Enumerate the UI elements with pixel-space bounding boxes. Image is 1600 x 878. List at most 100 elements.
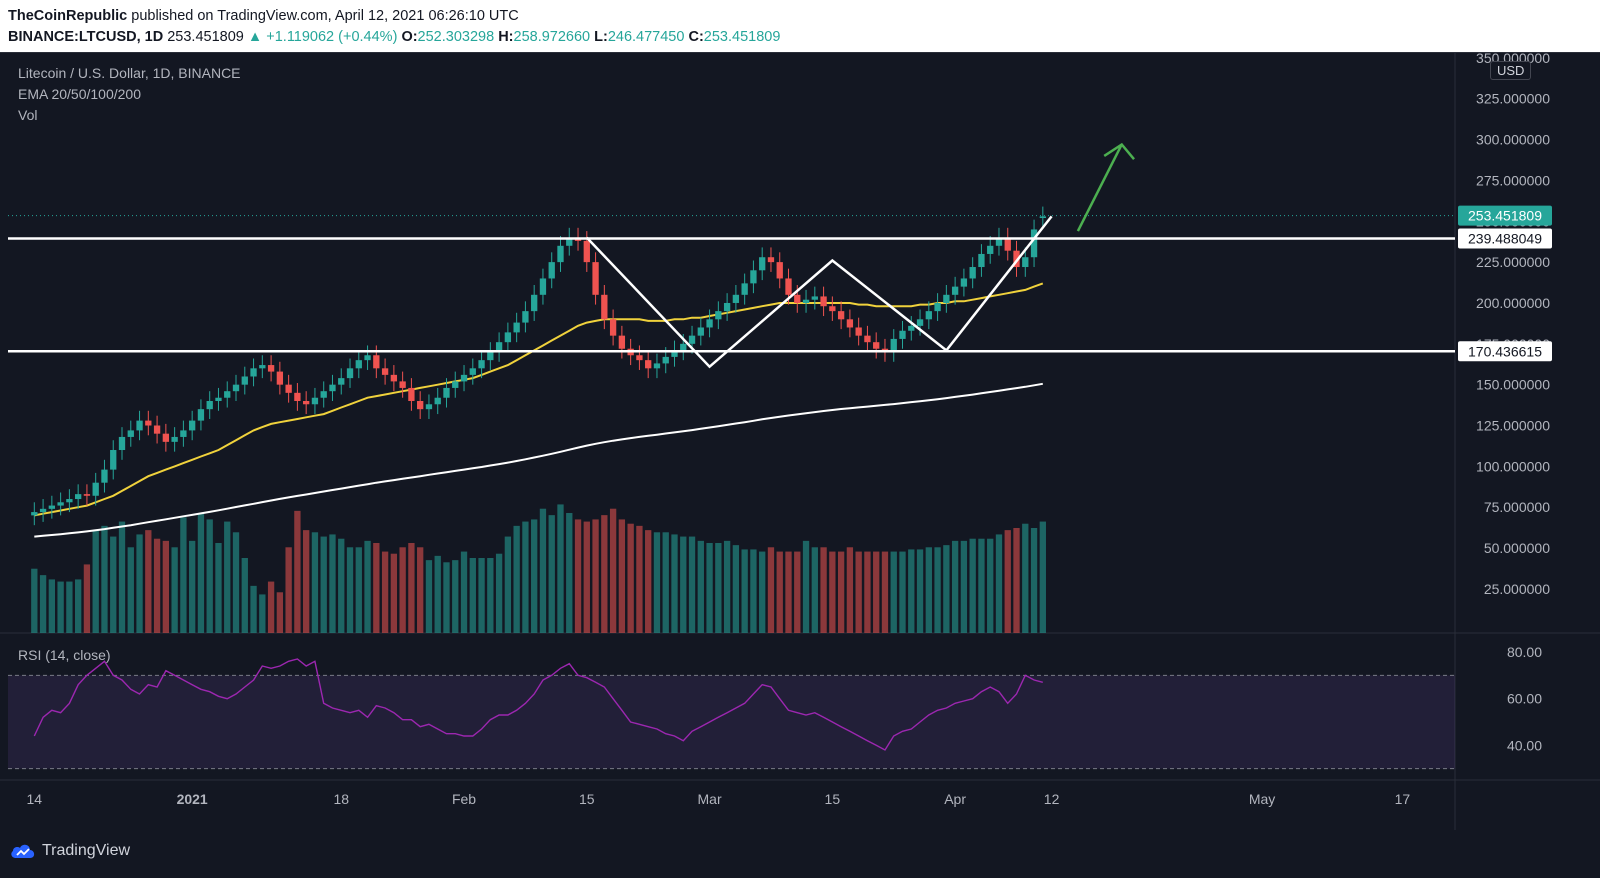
candle-body — [127, 430, 134, 437]
volume-bar — [127, 547, 134, 633]
volume-bar — [609, 508, 617, 633]
candle-body — [759, 257, 766, 271]
footer-bar: TradingView — [0, 830, 1600, 878]
candle-body — [583, 240, 590, 263]
volume-bar — [671, 534, 678, 633]
candle-body — [303, 401, 310, 405]
volume-bar — [566, 513, 573, 633]
candle-body — [469, 368, 476, 375]
volume-bar — [224, 521, 231, 633]
last-price-tag — [1458, 205, 1552, 226]
volume-bar — [110, 536, 117, 633]
volume-bar — [969, 538, 976, 633]
candle-body — [136, 420, 143, 431]
candle-body — [916, 319, 924, 326]
volume-bar — [776, 551, 783, 633]
candle-body — [802, 299, 810, 303]
candle-body — [592, 262, 599, 295]
symbol-label: BINANCE:LTCUSD, 1D — [8, 29, 164, 45]
volume-bar — [916, 549, 924, 633]
candle-body — [697, 327, 704, 336]
currency-button[interactable]: USD — [1490, 61, 1532, 80]
volume-bar — [346, 547, 354, 633]
candle-body — [653, 363, 661, 369]
volume-bar — [890, 551, 897, 633]
candle-body — [960, 278, 968, 287]
candle-body — [890, 338, 897, 352]
candle-body — [829, 306, 836, 312]
candle-body — [1030, 229, 1038, 258]
tradingview-logo[interactable]: TradingView — [10, 842, 130, 860]
volume-bar — [373, 543, 380, 633]
rsi-tick-label: 60.00 — [1507, 691, 1542, 707]
low-value: 246.477450 — [607, 29, 685, 45]
volume-bar — [399, 547, 406, 633]
volume-bar — [548, 515, 555, 633]
candle-body — [662, 356, 669, 364]
candle-body — [987, 245, 994, 254]
legend-vol[interactable]: Vol — [18, 107, 38, 123]
volume-bar — [206, 519, 213, 633]
price-tick-label: 25.000000 — [1484, 581, 1550, 597]
candle-body — [566, 237, 573, 246]
volume-bar — [715, 543, 722, 633]
price-tick-label: 50.000000 — [1484, 540, 1550, 556]
candle-body — [460, 374, 468, 382]
volume-bar — [250, 585, 257, 633]
legend-ema[interactable]: EMA 20/50/100/200 — [18, 86, 141, 102]
candle-body — [671, 350, 678, 357]
volume-bar — [987, 538, 994, 633]
candle-body — [39, 508, 47, 513]
low-label: L: — [594, 29, 608, 45]
volume-bar — [662, 532, 669, 633]
candle-body — [557, 245, 564, 263]
volume-bar — [504, 536, 512, 633]
tradingview-brand: TradingView — [42, 842, 131, 859]
volume-bar — [899, 551, 906, 633]
candle-body — [294, 392, 301, 401]
volume-bar — [259, 594, 266, 633]
candle-body — [618, 335, 626, 349]
volume-bar — [215, 543, 222, 633]
time-tick-label: 15 — [579, 791, 595, 807]
level-price-label: 239.488049 — [1468, 230, 1542, 246]
price-chart[interactable]: 350.000000325.000000300.000000275.000000… — [0, 53, 1600, 831]
volume-bar — [811, 547, 818, 633]
close-value: 253.451809 — [703, 29, 781, 45]
candle-body — [285, 384, 292, 393]
volume-bar — [680, 536, 687, 633]
publish-line: TheCoinRepublic published on TradingView… — [8, 6, 1592, 27]
candle-body — [381, 368, 389, 375]
candle-body — [609, 319, 617, 336]
legend-title[interactable]: Litecoin / U.S. Dollar, 1D, BINANCE — [18, 65, 241, 81]
volume-bar — [881, 551, 889, 633]
candle-body — [417, 401, 424, 410]
ohlc-line: BINANCE:LTCUSD, 1D 253.451809 ▲ +1.11906… — [8, 27, 1592, 48]
candle-body — [364, 355, 371, 361]
candle-body — [189, 420, 196, 431]
volume-bar — [197, 513, 205, 633]
candle-body — [978, 253, 985, 268]
volume-bar — [539, 508, 547, 633]
candle-body — [320, 391, 327, 398]
volume-bar — [557, 504, 564, 633]
volume-bar — [732, 545, 740, 633]
time-tick-label: 15 — [825, 791, 841, 807]
candle-body — [171, 436, 178, 442]
candle-body — [373, 355, 380, 369]
volume-bar — [57, 581, 64, 633]
last-price-label: 253.451809 — [1468, 208, 1542, 224]
candle-body — [425, 404, 433, 410]
price-change: ▲ +1.119062 (+0.44%) — [247, 29, 398, 45]
candle-body — [48, 505, 56, 509]
price-tick-label: 200.000000 — [1476, 295, 1550, 311]
price-tick-label: 75.000000 — [1484, 499, 1550, 515]
time-tick-label: May — [1249, 791, 1275, 807]
price-tick-label: 325.000000 — [1476, 91, 1550, 107]
publisher-name[interactable]: TheCoinRepublic — [8, 8, 128, 24]
volume-bar — [951, 540, 959, 633]
chart-frame[interactable]: 350.000000 325.000000 300.000000 275.000000… — [0, 52, 1600, 831]
rsi-legend[interactable]: RSI (14, close) — [18, 647, 111, 663]
candle-body — [66, 499, 73, 503]
candle-body — [855, 327, 862, 336]
